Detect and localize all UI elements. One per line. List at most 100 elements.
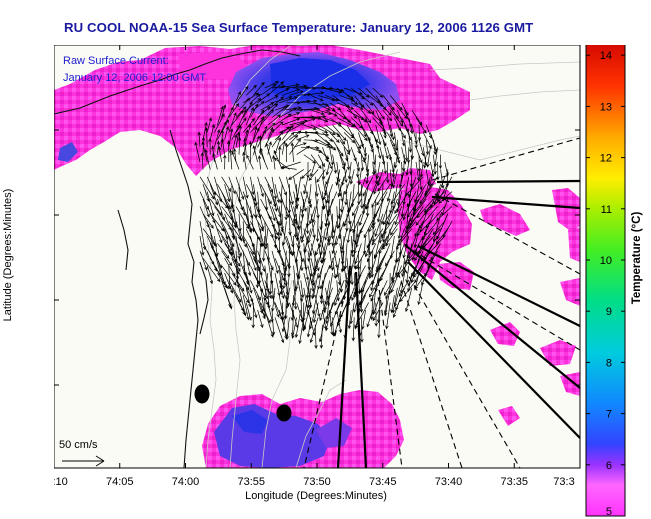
current-vector	[264, 103, 279, 118]
current-vector	[253, 81, 265, 96]
current-vector	[413, 191, 424, 212]
current-vector	[274, 317, 285, 344]
current-vector	[274, 184, 281, 204]
current-vector	[292, 198, 297, 223]
current-vector	[371, 191, 381, 208]
current-vector	[197, 131, 201, 148]
current-vector	[319, 324, 324, 349]
current-vector	[402, 176, 410, 206]
current-vector	[383, 272, 398, 296]
current-vector	[363, 147, 367, 162]
current-vector	[300, 169, 312, 180]
current-vector	[204, 127, 209, 148]
current-vector	[393, 280, 402, 307]
current-vector	[228, 103, 240, 118]
current-vector	[334, 295, 345, 316]
current-vector	[228, 148, 233, 170]
current-vector	[246, 154, 254, 170]
current-vector	[296, 213, 305, 242]
current-vector	[415, 117, 427, 134]
current-vector	[368, 206, 381, 233]
current-vector	[228, 265, 232, 290]
current-vector	[425, 139, 430, 156]
current-vector	[307, 146, 323, 153]
current-vector	[314, 250, 323, 273]
current-vector	[272, 154, 276, 170]
current-vector	[293, 280, 298, 310]
colorbar-tick-label: 12	[600, 153, 612, 165]
current-vector	[350, 132, 362, 150]
colorbar-ticks: 15141312111098765	[586, 50, 625, 518]
current-vector	[385, 280, 395, 300]
current-vector	[418, 169, 423, 191]
current-vector	[419, 161, 424, 178]
current-vector	[235, 295, 246, 316]
current-vector	[430, 243, 441, 261]
current-vector	[344, 184, 348, 206]
current-vector	[286, 84, 308, 89]
current-vector	[307, 235, 316, 262]
current-vector	[416, 198, 434, 219]
current-vector	[303, 91, 325, 96]
current-vector	[271, 176, 278, 200]
current-vector	[361, 109, 372, 124]
current-vector	[235, 221, 243, 242]
current-vector	[245, 272, 253, 294]
current-vector	[397, 220, 417, 243]
current-vector	[412, 191, 431, 216]
current-vector	[433, 139, 437, 156]
current-vector	[294, 309, 302, 339]
colorbar-tick-label: 5	[606, 506, 612, 518]
current-vector	[432, 220, 446, 236]
current-vector	[311, 198, 319, 223]
current-vector	[309, 309, 316, 330]
current-vector	[257, 206, 265, 231]
current-vector	[347, 191, 359, 213]
current-vector	[305, 272, 312, 299]
current-vector	[375, 161, 381, 180]
current-vector	[390, 295, 395, 314]
current-vector	[357, 221, 366, 238]
current-vector	[202, 213, 214, 229]
current-vector	[310, 161, 316, 178]
current-vector	[281, 309, 287, 333]
current-vector	[300, 280, 305, 299]
current-vector	[296, 117, 316, 126]
current-vector	[379, 102, 392, 116]
current-vector	[231, 134, 238, 155]
current-vector	[339, 191, 345, 213]
current-vector	[224, 287, 233, 310]
current-vector	[378, 221, 382, 244]
current-vector	[271, 121, 284, 133]
current-vector	[347, 161, 352, 180]
current-vector	[242, 151, 247, 170]
current-overlay-line2: January 12, 2006 12:00 GMT	[63, 72, 206, 84]
current-vector	[315, 213, 320, 243]
current-vector	[310, 154, 322, 170]
current-vector	[322, 235, 330, 262]
current-vector	[257, 129, 266, 148]
current-vector	[322, 176, 330, 201]
current-vector	[235, 85, 249, 104]
current-vector	[311, 280, 316, 300]
current-vector	[435, 228, 449, 245]
current-vector	[340, 228, 348, 254]
current-vector	[380, 213, 398, 238]
current-vector	[413, 228, 420, 249]
longitude-tick-label: 73:35	[500, 476, 528, 488]
current-vector	[382, 139, 389, 160]
current-vector	[235, 131, 241, 148]
current-vector	[346, 154, 351, 171]
current-vector	[416, 220, 431, 237]
current-vector	[382, 154, 387, 175]
current-vector	[360, 184, 364, 209]
current-vector	[414, 243, 427, 262]
current-vector	[228, 280, 242, 303]
current-vector	[365, 102, 375, 115]
current-vector	[371, 161, 376, 176]
current-vector	[267, 81, 285, 96]
current-vector	[315, 235, 323, 256]
current-vector	[302, 295, 309, 322]
current-vector	[414, 184, 427, 203]
current-vector	[242, 176, 249, 199]
